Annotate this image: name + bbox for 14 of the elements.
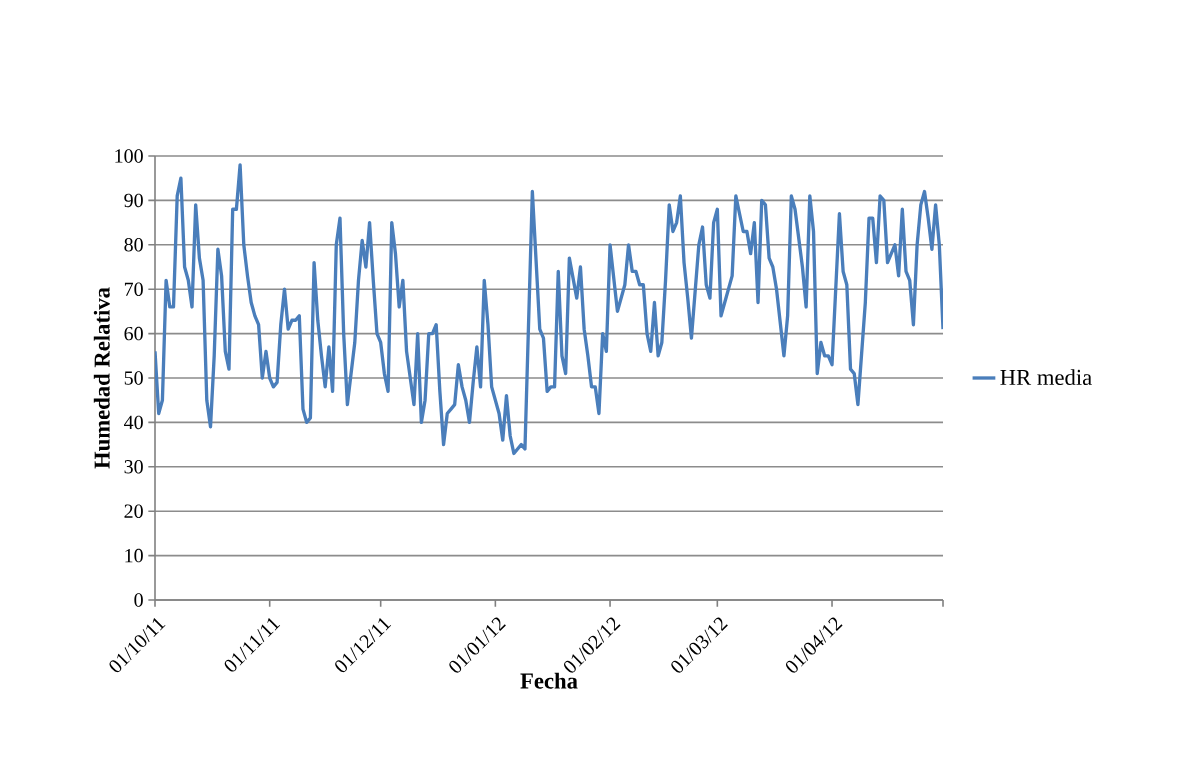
y-tick-label: 40 (124, 415, 143, 430)
y-tick-label: 80 (124, 238, 143, 252)
y-tick-label: 30 (124, 460, 143, 474)
y-tick-label: 0 (134, 593, 143, 607)
y-tick-label: 90 (124, 193, 143, 208)
y-axis-title: Humedad Relativa (93, 287, 110, 469)
y-tick-label: 60 (124, 326, 143, 341)
y-tick-label: 20 (124, 504, 143, 518)
y-tick-label: 10 (125, 548, 143, 563)
y-tick-label: 50 (124, 371, 143, 385)
y-tick-label: 100 (115, 149, 143, 163)
x-axis-title: Fecha (520, 672, 578, 689)
legend-label: HR media (1000, 369, 1092, 386)
y-tick-label: 70 (124, 282, 143, 296)
